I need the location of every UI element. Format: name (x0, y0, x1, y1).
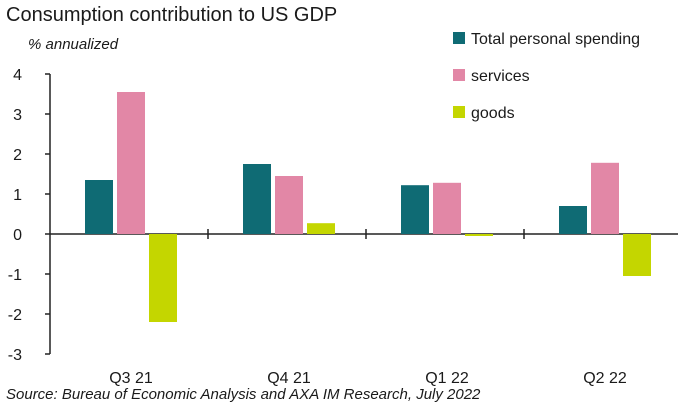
bar-total-personal-spending (559, 206, 587, 234)
chart-legend: Total personal spending services goods (453, 31, 640, 122)
x-tick-label: Q3 21 (109, 370, 153, 387)
bar-goods (623, 234, 651, 276)
chart-labels: 4 3 2 1 0 -1 -2 -3 Q3 21 Q4 21 Q1 22 Q2 22 (8, 67, 627, 387)
bar-goods (307, 223, 335, 234)
legend-swatch (453, 32, 465, 44)
bar-goods (149, 234, 177, 322)
x-tick-label: Q2 22 (583, 370, 627, 387)
y-tick-label: 2 (13, 147, 22, 164)
legend-label: goods (471, 105, 515, 122)
source-note: Source: Bureau of Economic Analysis and … (6, 386, 481, 403)
y-axis-unit-label: % annualized (28, 36, 119, 53)
x-tick-label: Q4 21 (267, 370, 311, 387)
legend-label: services (471, 68, 530, 85)
legend-swatch (453, 69, 465, 81)
legend-swatch (453, 106, 465, 118)
y-tick-label: 4 (13, 67, 22, 84)
chart-title: Consumption contribution to US GDP (6, 4, 338, 26)
y-tick-label: 0 (13, 227, 22, 244)
chart-bars (85, 92, 651, 322)
y-tick-label: -3 (8, 347, 22, 364)
bar-services (275, 176, 303, 234)
bar-total-personal-spending (401, 185, 429, 234)
legend-label: Total personal spending (471, 31, 640, 48)
bar-total-personal-spending (85, 180, 113, 234)
bar-total-personal-spending (243, 164, 271, 234)
y-tick-label: 1 (13, 187, 22, 204)
bar-services (117, 92, 145, 234)
y-tick-label: 3 (13, 107, 22, 124)
y-tick-label: -1 (8, 267, 22, 284)
bar-services (591, 162, 619, 234)
y-tick-label: -2 (8, 307, 22, 324)
bar-services (433, 182, 461, 234)
bar-goods (465, 234, 493, 236)
x-tick-label: Q1 22 (425, 370, 469, 387)
